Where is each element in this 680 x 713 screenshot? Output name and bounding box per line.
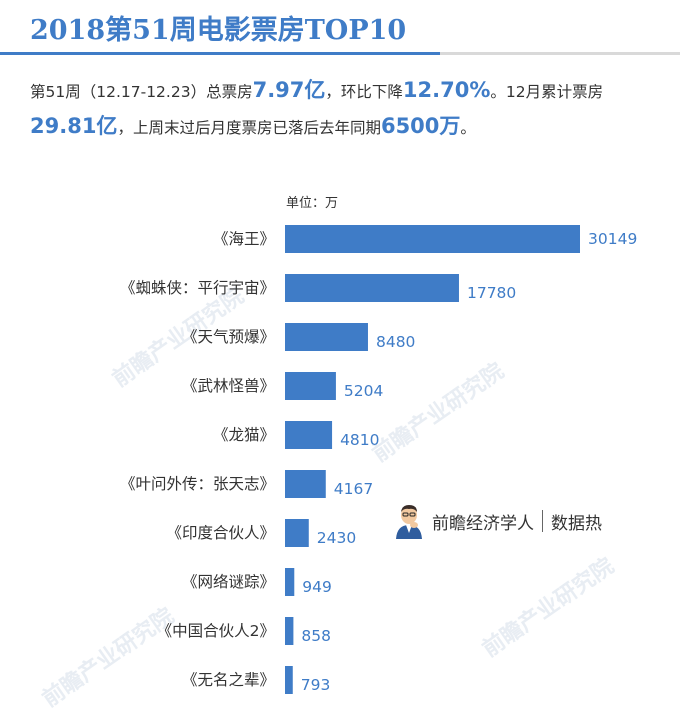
bar bbox=[285, 617, 294, 645]
summary-text-2: ，环比下降 bbox=[325, 83, 403, 101]
summary-text-5: 。 bbox=[460, 119, 476, 137]
category-label: 《中国合伙人2》 bbox=[157, 622, 275, 640]
summary-text-3: 。12月累计票房 bbox=[490, 83, 604, 101]
december-box-office-value: 29.81亿 bbox=[30, 114, 118, 138]
bar bbox=[285, 666, 293, 694]
brand-name: 前瞻经济学人 bbox=[432, 513, 534, 534]
summary-text-1: 第51周（12.17-12.23）总票房 bbox=[30, 83, 253, 101]
bar bbox=[285, 421, 333, 449]
bar bbox=[285, 274, 459, 302]
category-label: 《武林怪兽》 bbox=[182, 377, 275, 395]
bar bbox=[285, 372, 336, 400]
category-label: 《叶问外传：张天志》 bbox=[120, 475, 275, 493]
category-label: 《龙猫》 bbox=[213, 426, 275, 444]
value-label: 30149 bbox=[588, 230, 637, 248]
bar bbox=[285, 519, 309, 547]
value-label: 2430 bbox=[317, 529, 356, 547]
category-label: 《天气预爆》 bbox=[182, 327, 275, 346]
unit-label: 单位：万 bbox=[286, 196, 339, 211]
summary-text-4: ，上周末过后月度票房已落后去年同期 bbox=[117, 119, 381, 137]
bar bbox=[285, 568, 295, 596]
brand-separator bbox=[542, 510, 543, 532]
bar bbox=[285, 470, 326, 498]
category-label: 《网络谜踪》 bbox=[182, 573, 275, 591]
weekly-change-value: 12.70% bbox=[402, 78, 491, 102]
gap-vs-last-year-value: 6500万 bbox=[380, 114, 461, 138]
title-divider-accent bbox=[0, 52, 440, 55]
value-label: 949 bbox=[302, 578, 332, 596]
value-label: 8480 bbox=[376, 333, 415, 351]
value-label: 4810 bbox=[340, 431, 379, 449]
category-label: 《无名之辈》 bbox=[182, 671, 275, 689]
value-label: 4167 bbox=[334, 480, 373, 498]
category-label: 《蜘蛛侠：平行宇宙》 bbox=[120, 279, 275, 297]
category-label: 《海王》 bbox=[213, 230, 275, 248]
chart-title: 2018第51周电影票房TOP10 bbox=[30, 15, 407, 46]
brand-signature: 前瞻经济学人 数据热 bbox=[392, 501, 606, 541]
summary-paragraph: 第51周（12.17-12.23）总票房7.97亿，环比下降12.70%。12月… bbox=[30, 73, 650, 145]
bar bbox=[285, 225, 580, 253]
bar bbox=[285, 323, 368, 351]
total-box-office-value: 7.97亿 bbox=[252, 78, 326, 102]
value-label: 793 bbox=[301, 676, 331, 694]
thinker-avatar-icon bbox=[396, 505, 422, 539]
value-label: 17780 bbox=[467, 284, 516, 302]
value-label: 5204 bbox=[344, 382, 383, 400]
brand-section: 数据热 bbox=[551, 513, 602, 534]
category-label: 《印度合伙人》 bbox=[166, 524, 275, 542]
value-label: 858 bbox=[301, 627, 331, 645]
